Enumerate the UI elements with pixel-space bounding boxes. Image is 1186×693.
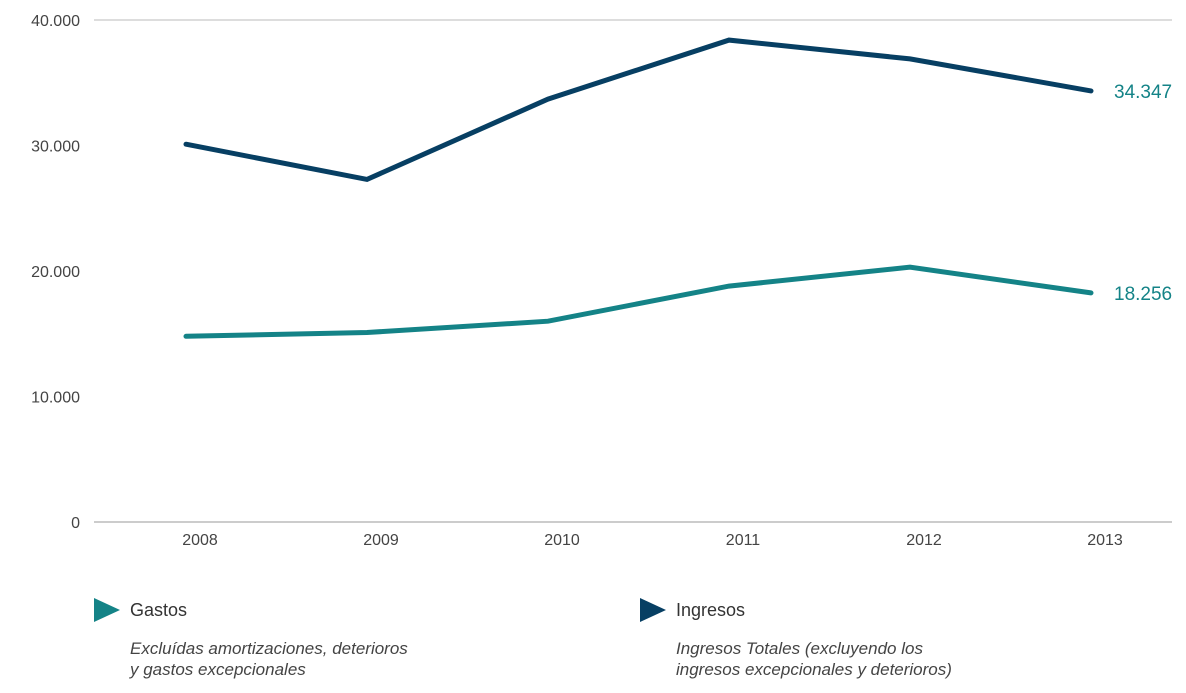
x-axis-ticks: 2008 2009 2010 2011 2012 2013 (182, 532, 1123, 549)
legend-ingresos: Ingresos Ingresos Totales (excluyendo lo… (640, 596, 952, 680)
legend-gastos: Gastos Excluídas amortizaciones, deterio… (94, 596, 408, 680)
y-tick-label: 10.000 (31, 390, 80, 407)
legend-gastos-title: Gastos (130, 599, 188, 620)
x-tick-label: 2009 (363, 532, 399, 549)
x-tick-label: 2012 (906, 532, 942, 549)
legend-ingresos-title: Ingresos (676, 599, 746, 620)
play-triangle-icon (640, 598, 666, 622)
end-labels: 34.347 18.256 (1114, 82, 1172, 305)
legend-gastos-note-line1: Excluídas amortizaciones, deterioros (130, 639, 408, 658)
x-tick-label: 2013 (1087, 532, 1123, 549)
y-tick-label: 0 (71, 515, 80, 532)
x-tick-label: 2008 (182, 532, 218, 549)
legend-gastos-note-line2: y gastos excepcionales (130, 660, 306, 679)
end-value-label-gastos: 18.256 (1114, 284, 1172, 305)
end-value-label-ingresos: 34.347 (1114, 82, 1172, 103)
play-triangle-icon (94, 598, 120, 622)
y-tick-label: 20.000 (31, 264, 80, 281)
y-tick-label: 40.000 (31, 13, 80, 30)
y-tick-label: 30.000 (31, 139, 80, 156)
series-lines (183, 37, 1094, 339)
y-axis-ticks: 0 10.000 20.000 30.000 40.000 (31, 13, 80, 532)
x-tick-label: 2010 (544, 532, 580, 549)
legend-ingresos-note-line1: Ingresos Totales (excluyendo los (676, 639, 923, 658)
legend-gastos-note: Excluídas amortizaciones, deterioros y g… (130, 638, 408, 680)
x-tick-label: 2011 (726, 532, 761, 549)
legend-ingresos-note: Ingresos Totales (excluyendo los ingreso… (676, 638, 952, 680)
series-line-gastos (183, 264, 1094, 339)
series-line-ingresos (183, 37, 1094, 183)
legend-ingresos-note-line2: ingresos excepcionales y deterioros) (676, 660, 952, 679)
